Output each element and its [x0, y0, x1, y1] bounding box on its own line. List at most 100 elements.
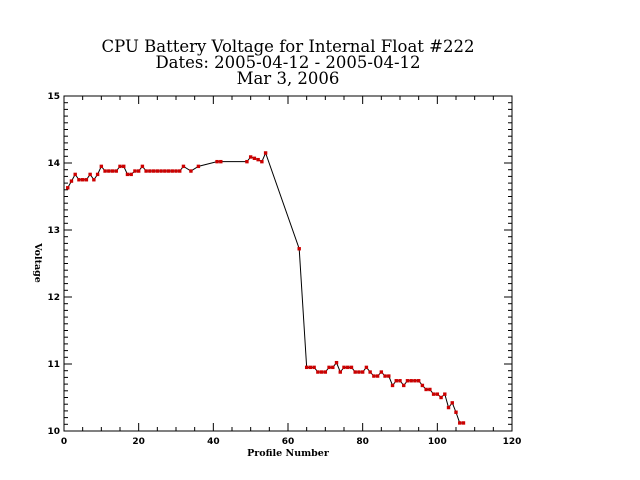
data-point: [372, 374, 376, 378]
data-point: [334, 360, 339, 365]
data-point: [327, 365, 331, 370]
data-point: [338, 370, 342, 374]
data-point: [319, 370, 324, 374]
data-point: [260, 159, 264, 164]
data-point: [323, 370, 328, 374]
data-point: [80, 178, 85, 182]
chart-title-line-3: Mar 3, 2006: [237, 69, 340, 88]
y-axis-label: Voltage: [32, 242, 43, 283]
data-point: [428, 387, 432, 392]
x-tick-label: 40: [207, 437, 220, 447]
data-point: [353, 370, 357, 374]
data-point: [383, 374, 387, 378]
data-point: [73, 172, 77, 177]
data-point: [405, 379, 410, 383]
data-point: [431, 392, 436, 396]
data-point: [416, 379, 421, 383]
data-point: [458, 421, 462, 425]
x-tick-label: 20: [132, 437, 145, 447]
data-point: [166, 169, 171, 173]
y-tick-label: 10: [47, 427, 60, 437]
x-tick-label: 100: [428, 437, 447, 447]
data-point: [297, 247, 301, 251]
data-point: [346, 365, 350, 370]
data-point: [461, 421, 466, 425]
data-point: [308, 365, 313, 370]
data-point: [248, 155, 253, 159]
data-point: [312, 365, 316, 370]
data-point: [69, 179, 74, 183]
data-point: [349, 365, 354, 370]
data-point: [446, 405, 451, 410]
data-point: [163, 169, 167, 173]
data-point: [140, 164, 145, 169]
y-tick-label: 14: [47, 159, 60, 169]
data-point: [92, 178, 96, 182]
data-point: [360, 370, 365, 374]
series-markers: [66, 151, 466, 425]
data-point: [88, 172, 92, 177]
x-tick-label: 120: [503, 437, 522, 447]
data-point: [390, 383, 395, 388]
y-tick-label: 12: [47, 293, 60, 303]
data-point: [316, 370, 320, 374]
data-point: [151, 169, 156, 173]
data-point: [159, 169, 163, 173]
data-point: [196, 164, 201, 169]
data-point: [454, 410, 458, 414]
data-point: [394, 379, 398, 383]
series-line: [67, 151, 464, 424]
data-point: [84, 178, 89, 182]
data-point: [375, 374, 380, 378]
data-point: [125, 172, 130, 177]
x-tick-label: 60: [282, 437, 295, 447]
data-point: [189, 169, 193, 173]
data-point: [77, 178, 81, 182]
data-point: [402, 383, 406, 388]
data-point: [424, 387, 428, 392]
data-point: [66, 186, 70, 190]
data-point: [450, 401, 454, 405]
y-tick-label: 15: [47, 92, 60, 102]
data-point: [170, 169, 174, 173]
x-tick-labels: 0 20 40 60 80 100 120: [61, 437, 522, 447]
data-point: [368, 370, 372, 374]
y-tick-labels: 10 11 12 13 14 15: [47, 92, 60, 437]
data-point: [107, 169, 111, 173]
data-point: [122, 164, 126, 169]
data-point: [263, 151, 268, 155]
plot-frame: [63, 95, 513, 432]
y-tick-label: 13: [47, 226, 60, 236]
data-point: [144, 169, 148, 173]
data-point: [398, 379, 402, 383]
x-tick-label: 80: [356, 437, 369, 447]
data-point: [357, 370, 361, 374]
data-point: [110, 169, 115, 173]
data-point: [95, 172, 100, 177]
data-point: [420, 383, 425, 388]
data-point: [174, 169, 178, 173]
data-point: [379, 370, 384, 374]
axis-ticks: [63, 95, 513, 432]
chart-title-line-2: Dates: 2005-04-12 - 2005-04-12: [155, 53, 420, 72]
data-point: [148, 169, 152, 173]
data-point: [129, 172, 133, 177]
data-point: [342, 365, 346, 370]
data-point: [215, 159, 219, 164]
data-point: [304, 365, 309, 370]
data-point: [114, 169, 118, 173]
data-point: [118, 164, 122, 169]
data-point: [181, 164, 186, 169]
data-point: [413, 379, 417, 383]
data-point: [99, 164, 104, 169]
data-point: [439, 395, 443, 400]
data-point: [133, 169, 137, 173]
data-point: [331, 365, 335, 370]
chart-title-line-1: CPU Battery Voltage for Internal Float #…: [102, 37, 475, 56]
x-tick-label: 0: [61, 437, 67, 447]
data-point: [252, 156, 257, 161]
data-point: [219, 159, 223, 164]
data-point: [136, 169, 141, 173]
data-point: [155, 169, 160, 173]
